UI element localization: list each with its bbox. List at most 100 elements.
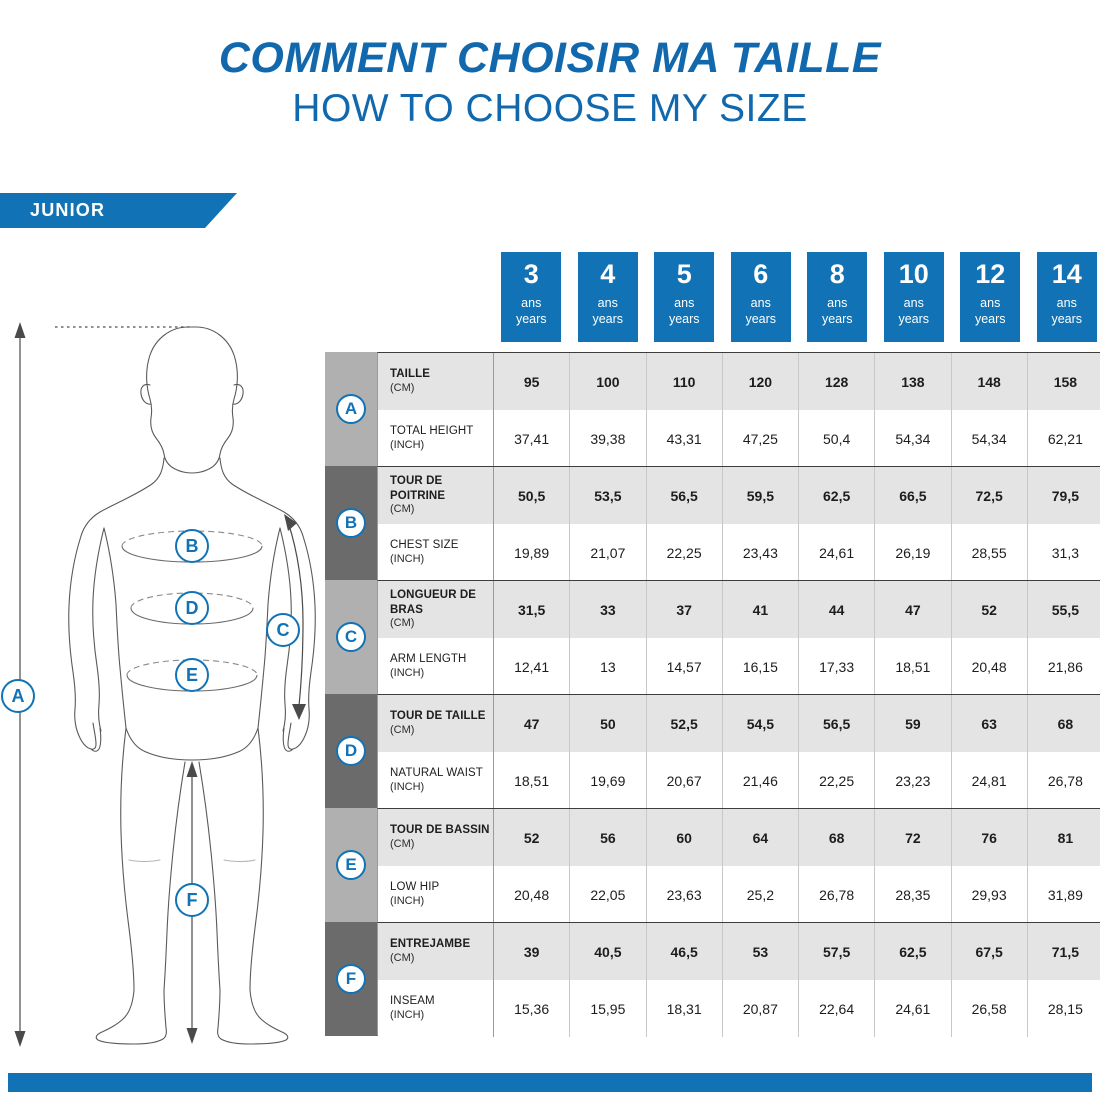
size-column-header-10[interactable]: 10 ans years — [883, 252, 944, 342]
diagram-marker-E: E — [175, 658, 209, 692]
size-unit-fr: ans — [597, 296, 618, 310]
cell-inch: 20,67 — [647, 752, 723, 809]
diagram-marker-A: A — [1, 679, 35, 713]
cell-inch: 26,19 — [875, 524, 952, 581]
row-label-en: TOTAL HEIGHT — [390, 425, 474, 438]
cell-cm: 47 — [875, 581, 952, 638]
size-column-header-5[interactable]: 5 ans years — [654, 252, 715, 342]
row-label: CHEST SIZE (INCH) — [378, 524, 494, 581]
row-unit-inch: (INCH) — [390, 438, 425, 451]
table-row: ARM LENGTH (INCH) 12,41 13 14,57 16,15 17,33 18… — [378, 638, 1100, 695]
size-unit-en: years — [592, 311, 624, 326]
table-row: LOW HIP (INCH) 20,48 22,05 23,63 25,2 26,78 28,… — [378, 866, 1100, 923]
cell-inch: 16,15 — [723, 638, 799, 695]
size-table: A TAILLE (CM) 95 100 110 120 128 138 148 158 TOTAL … — [325, 352, 1100, 1037]
cell-cm: 72 — [875, 809, 952, 866]
cell-cm: 57,5 — [799, 923, 876, 980]
cell-cm: 47 — [494, 695, 571, 752]
row-label-en: INSEAM — [390, 995, 435, 1008]
diagram-marker-label: D — [185, 597, 199, 618]
cell-inch: 26,78 — [1028, 752, 1100, 809]
cell-cm: 59 — [875, 695, 952, 752]
row-label: TAILLE (CM) — [378, 353, 494, 410]
cell-inch: 28,35 — [875, 866, 952, 923]
category-banner: JUNIOR — [0, 193, 205, 228]
group-badge-F: F — [336, 964, 366, 994]
group-badge-D: D — [336, 736, 366, 766]
page-title-fr: COMMENT CHOISIR MA TAILLE — [218, 34, 882, 82]
group-rows-D: TOUR DE TAILLE (CM) 47 50 52,5 54,5 56,5 59 63 68… — [377, 694, 1100, 809]
cell-inch: 14,57 — [647, 638, 723, 695]
size-unit-en: years — [898, 311, 930, 326]
table-row: TOUR DE BASSIN (CM) 52 56 60 64 68 72 76 81 — [378, 809, 1100, 867]
cell-inch: 22,64 — [799, 980, 876, 1037]
cell-cm: 31,5 — [494, 581, 571, 638]
diagram-marker-label: A — [11, 685, 25, 706]
row-label-en: LOW HIP — [390, 881, 440, 894]
cell-inch: 24,61 — [799, 524, 876, 581]
cell-cm: 120 — [723, 353, 799, 410]
size-column-header-6[interactable]: 6 ans years — [730, 252, 791, 342]
cell-cm: 138 — [875, 353, 952, 410]
size-unit-fr: ans — [674, 296, 695, 310]
diagram-marker-label: C — [276, 619, 290, 640]
cell-cm: 50 — [570, 695, 647, 752]
footer-bar — [8, 1073, 1092, 1092]
cell-inch: 21,86 — [1028, 638, 1100, 695]
diagram-marker-label: B — [185, 535, 199, 556]
cell-inch: 15,95 — [570, 980, 647, 1037]
group-letter-sidebar-C: C — [325, 580, 377, 694]
size-unit-fr: ans — [980, 296, 1001, 310]
size-unit-en: years — [515, 311, 547, 326]
row-unit-inch: (INCH) — [390, 780, 425, 793]
size-number: 3 — [523, 259, 539, 289]
cell-cm: 33 — [570, 581, 647, 638]
cell-cm: 71,5 — [1028, 923, 1100, 980]
cell-inch: 24,61 — [875, 980, 952, 1037]
table-row: ENTREJAMBE (CM) 39 40,5 46,5 53 57,5 62,5 67,5 71… — [378, 923, 1100, 981]
page-title-en: HOW TO CHOOSE MY SIZE — [292, 87, 808, 131]
cell-inch: 62,21 — [1028, 410, 1100, 467]
size-column-header-12[interactable]: 12 ans years — [960, 252, 1021, 342]
row-label-en: CHEST SIZE — [390, 539, 459, 552]
cell-cm: 53 — [723, 923, 799, 980]
size-column-header-8[interactable]: 8 ans years — [807, 252, 868, 342]
cell-inch: 54,34 — [875, 410, 952, 467]
size-number: 6 — [753, 259, 769, 289]
table-row: CHEST SIZE (INCH) 19,89 21,07 22,25 23,43 24,6… — [378, 524, 1100, 581]
row-unit-cm: (CM) — [390, 723, 415, 736]
table-row: TOTAL HEIGHT (INCH) 37,41 39,38 43,31 47,25 50… — [378, 410, 1100, 467]
size-unit-fr: ans — [903, 296, 924, 310]
size-unit-fr: ans — [750, 296, 771, 310]
row-label: LONGUEUR DE BRAS (CM) — [378, 581, 494, 638]
cell-inch: 28,55 — [952, 524, 1028, 581]
cell-inch: 23,23 — [875, 752, 952, 809]
row-unit-cm: (CM) — [390, 951, 415, 964]
table-row: LONGUEUR DE BRAS (CM) 31,5 33 37 41 44 47 52 55,5 — [378, 581, 1100, 639]
cell-cm: 62,5 — [875, 923, 952, 980]
cell-cm: 55,5 — [1028, 581, 1100, 638]
size-column-header-4[interactable]: 4 ans years — [577, 252, 638, 342]
group-badge-A: A — [336, 394, 366, 424]
diagram-marker-label: F — [186, 889, 198, 910]
cell-inch: 37,41 — [494, 410, 571, 467]
cell-inch: 15,36 — [494, 980, 571, 1037]
cell-cm: 54,5 — [723, 695, 799, 752]
cell-cm: 46,5 — [647, 923, 723, 980]
cell-inch: 13 — [570, 638, 647, 695]
cell-cm: 56,5 — [799, 695, 876, 752]
category-banner-label: JUNIOR — [30, 200, 106, 220]
cell-cm: 50,5 — [494, 467, 571, 524]
cell-cm: 52 — [952, 581, 1028, 638]
cell-cm: 52 — [494, 809, 571, 866]
cell-inch: 20,48 — [952, 638, 1028, 695]
group-letter-sidebar-F: F — [325, 922, 377, 1036]
size-column-header-14[interactable]: 14 ans years — [1036, 252, 1097, 342]
cell-cm: 79,5 — [1028, 467, 1100, 524]
cell-inch: 39,38 — [570, 410, 647, 467]
table-row: TOUR DE POITRINE (CM) 50,5 53,5 56,5 59,5 62,5… — [378, 467, 1100, 525]
group-letter-sidebar-A: A — [325, 352, 377, 466]
size-column-header-3[interactable]: 3 ans years — [501, 252, 562, 342]
cell-cm: 41 — [723, 581, 799, 638]
row-unit-inch: (INCH) — [390, 894, 425, 907]
